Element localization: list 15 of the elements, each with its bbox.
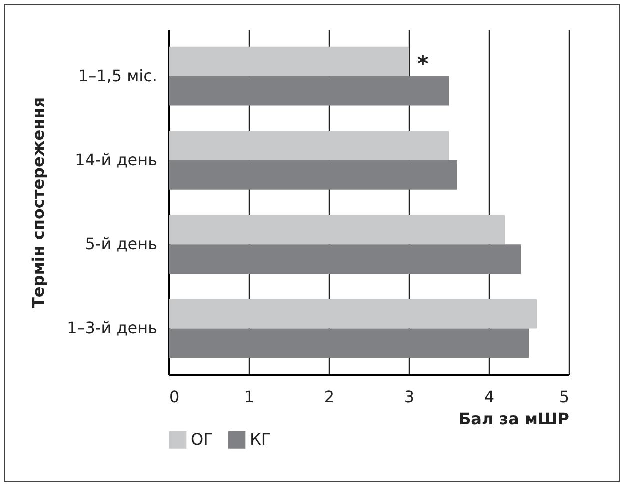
x-tick-label: 5: [559, 388, 570, 406]
y-axis-title: Термін спостереження: [29, 97, 48, 309]
annotation: *: [417, 52, 430, 78]
legend-label: КГ: [250, 430, 272, 450]
x-tick-label: 2: [324, 388, 335, 406]
x-tick-label: 3: [404, 388, 415, 406]
y-tick-label: 5-й день: [85, 234, 158, 254]
x-tick-label: 0: [170, 388, 180, 406]
legend-label: ОГ: [191, 430, 214, 450]
x-tick-label: 1: [244, 388, 255, 406]
y-tick-label: 1–1,5 міс.: [78, 66, 158, 86]
y-tick-label: 1–3-й день: [67, 318, 158, 338]
y-tick-label: 14-й день: [75, 150, 158, 170]
x-axis-title: Бал за мШР: [458, 410, 570, 428]
x-tick-label: 4: [484, 388, 495, 406]
